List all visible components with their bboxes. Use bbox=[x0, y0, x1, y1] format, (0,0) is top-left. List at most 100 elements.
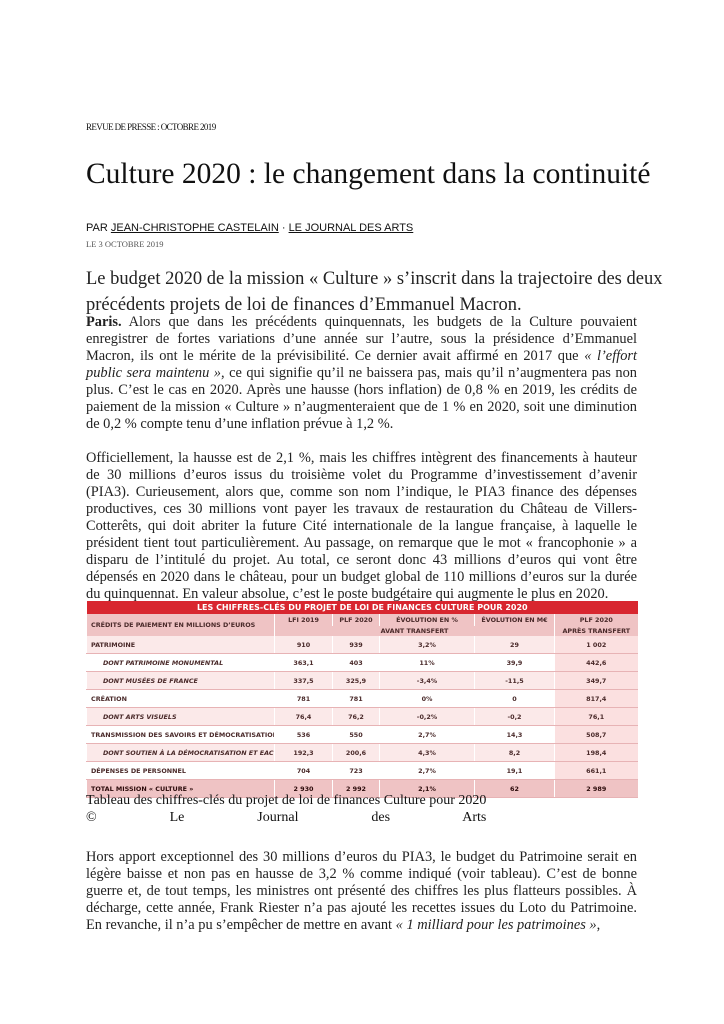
cell: 76,2 bbox=[332, 707, 380, 726]
cell: 403 bbox=[332, 653, 380, 672]
cell: PATRIMOINE bbox=[86, 636, 275, 654]
subheader-cell: APRÈS TRANSFERT bbox=[553, 626, 638, 636]
header-cell: ÉVOLUTION EN M€ bbox=[474, 614, 555, 626]
cell: 3,2% bbox=[379, 636, 475, 654]
italic-run: « 1 milliard pour les patrimoines » bbox=[395, 917, 597, 933]
italic-run: « l’effort bbox=[584, 348, 637, 364]
article-title: Culture 2020 : le changement dans la con… bbox=[86, 158, 651, 190]
cell: 363,1 bbox=[274, 653, 333, 672]
bold-run: Paris. bbox=[86, 314, 122, 330]
cell: DONT ARTS VISUELS bbox=[86, 707, 275, 726]
text-line: décharge, cette année, Frank Riester n’a… bbox=[86, 900, 637, 917]
cell: 781 bbox=[274, 689, 333, 708]
section-row: TRANSMISSION DES SAVOIRS ET DÉMOCRATISAT… bbox=[86, 725, 638, 744]
section-row: CRÉATION 781 781 0% 0 817,4 bbox=[86, 689, 638, 708]
text-run: enregistrer de fortes variations d’une a… bbox=[86, 331, 637, 347]
table: LES CHIFFRES-CLÉS DU PROJET DE LOI DE FI… bbox=[85, 601, 638, 798]
cell: DONT SOUTIEN À LA DÉMOCRATISATION ET EAC bbox=[86, 743, 275, 762]
text-run: (PIA3). Curieusement, alors que, comme s… bbox=[86, 484, 637, 500]
text-run: paiement de la mission « Culture » n’aug… bbox=[86, 399, 637, 415]
subheader-cell: AVANT TRANSFERT bbox=[274, 626, 555, 636]
cell: 2,7% bbox=[379, 725, 475, 744]
cell: 14,3 bbox=[474, 725, 555, 744]
cell: 19,1 bbox=[474, 761, 555, 780]
paragraph: Hors apport exceptionnel des 30 millions… bbox=[86, 849, 637, 934]
detail-row: DONT ARTS VISUELS 76,4 76,2 -0,2% -0,2 76,1 bbox=[86, 707, 638, 726]
text-line: paiement de la mission « Culture » n’aug… bbox=[86, 399, 637, 416]
lede: Le budget 2020 de la mission « Culture »… bbox=[86, 266, 663, 318]
cell: 2 989 bbox=[553, 779, 638, 798]
cell: -3,4% bbox=[379, 671, 475, 690]
cell: 325,9 bbox=[332, 671, 380, 690]
cell: 76,1 bbox=[553, 707, 638, 726]
text-line: Hors apport exceptionnel des 30 millions… bbox=[86, 849, 637, 866]
section-row: DÉPENSES DE PERSONNEL 704 723 2,7% 19,1 661,1 bbox=[86, 761, 638, 780]
cell: 4,3% bbox=[379, 743, 475, 762]
detail-row: DONT MUSÉES DE FRANCE 337,5 325,9 -3,4% -11,… bbox=[86, 671, 638, 690]
cell: 39,9 bbox=[474, 653, 555, 672]
cell: 704 bbox=[274, 761, 333, 780]
section-row: PATRIMOINE 910 939 3,2% 29 1 002 bbox=[86, 636, 638, 654]
header-cell: PLF 2020 bbox=[553, 614, 638, 626]
cell: 781 bbox=[332, 689, 380, 708]
text-line: de 0,2 % compte tenu d’une inflation pré… bbox=[86, 416, 637, 433]
cell: 337,5 bbox=[274, 671, 333, 690]
cell: -0,2 bbox=[474, 707, 555, 726]
text-line: enregistrer de fortes variations d’une a… bbox=[86, 331, 637, 348]
text-run: Officiellement, la hausse est de 2,1 %, … bbox=[86, 450, 637, 466]
text-line: Officiellement, la hausse est de 2,1 %, … bbox=[86, 450, 637, 467]
paragraph: Officiellement, la hausse est de 2,1 %, … bbox=[86, 450, 637, 603]
author-link[interactable]: JEAN-CHRISTOPHE CASTELAIN bbox=[110, 222, 279, 234]
text-run: du quinquennat. En valeur absolue, c’est… bbox=[86, 586, 609, 602]
cell: 1 002 bbox=[553, 636, 638, 654]
text-line: plus. C’est le cas en 2020. Après une ha… bbox=[86, 382, 637, 399]
text-line: Paris. Alors que dans les précédents qui… bbox=[86, 314, 637, 331]
text-run: , ce qui signifie qu’il ne baissera pas,… bbox=[221, 365, 637, 381]
text-run: plus. C’est le cas en 2020. Après une ha… bbox=[86, 382, 637, 398]
byline-prefix: PAR bbox=[86, 222, 108, 234]
text-run: décharge, cette année, Frank Riester n’a… bbox=[86, 900, 637, 916]
caption-line: © Le Journal des Arts bbox=[86, 810, 487, 825]
text-run: président tient tout particulièrement. A… bbox=[86, 535, 637, 551]
cell: 508,7 bbox=[553, 725, 638, 744]
kicker: REVUE DE PRESSE : OCTOBRE 2019 bbox=[86, 122, 216, 132]
text-line: disparu de l’intitulé du projet. Au tota… bbox=[86, 552, 637, 569]
text-run: , bbox=[596, 917, 601, 933]
cell: 2 930 bbox=[274, 779, 333, 798]
cell: 536 bbox=[274, 725, 333, 744]
italic-run: public sera maintenu » bbox=[86, 365, 221, 381]
byline-separator: · bbox=[281, 222, 286, 234]
text-run: Cotterêts, qui doit abriter la future Ci… bbox=[86, 518, 637, 534]
text-run: légère baisse et non pas en hausse de 3,… bbox=[86, 866, 637, 882]
byline: PAR JEAN-CHRISTOPHE CASTELAIN · LE JOURN… bbox=[86, 222, 413, 234]
text-line: (PIA3). Curieusement, alors que, comme s… bbox=[86, 484, 637, 501]
cell: 198,4 bbox=[553, 743, 638, 762]
lede-line: Le budget 2020 de la mission « Culture »… bbox=[86, 269, 663, 289]
text-run: En revanche, il n’a pu s’empêcher de met… bbox=[86, 917, 396, 933]
cell: DONT PATRIMOINE MONUMENTAL bbox=[86, 653, 275, 672]
cell: 192,3 bbox=[274, 743, 333, 762]
cell: 62 bbox=[474, 779, 555, 798]
paragraph: Paris. Alors que dans les précédents qui… bbox=[86, 314, 637, 433]
text-run: de 30 millions d’euros issus du troisièm… bbox=[86, 467, 637, 483]
cell: CRÉATION bbox=[86, 689, 275, 708]
total-row: TOTAL MISSION « CULTURE » 2 930 2 992 2,1% 6… bbox=[86, 779, 638, 798]
cell: 723 bbox=[332, 761, 380, 780]
cell: DÉPENSES DE PERSONNEL bbox=[86, 761, 275, 780]
text-line: En revanche, il n’a pu s’empêcher de met… bbox=[86, 917, 637, 934]
cell: 29 bbox=[474, 636, 555, 654]
source-link[interactable]: LE JOURNAL DES ARTS bbox=[288, 222, 414, 234]
cell: -0,2% bbox=[379, 707, 475, 726]
cell: 442,6 bbox=[553, 653, 638, 672]
lede-line: précédents projets de loi de finances d’… bbox=[86, 295, 522, 315]
text-line: public sera maintenu », ce qui signifie … bbox=[86, 365, 637, 382]
header-cell: PLF 2020 bbox=[332, 614, 380, 626]
header-cell: CRÉDITS DE PAIEMENT EN MILLIONS D’EUROS bbox=[86, 614, 275, 636]
cell: 661,1 bbox=[553, 761, 638, 780]
text-line: productives, ces 30 millions vont payer … bbox=[86, 501, 637, 518]
text-run: de 0,2 % compte tenu d’une inflation pré… bbox=[86, 416, 394, 432]
text-run: disparu de l’intitulé du projet. Au tota… bbox=[86, 552, 637, 568]
text-run: dépensés en 2020 dans le château, pour u… bbox=[86, 569, 637, 585]
